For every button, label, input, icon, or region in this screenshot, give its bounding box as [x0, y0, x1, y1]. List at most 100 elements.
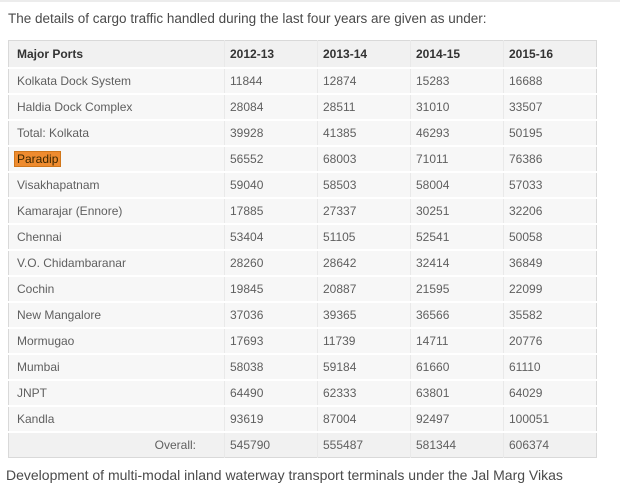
port-name-cell: V.O. Chidambaranar [8, 249, 225, 277]
traffic-value-cell: 71011 [410, 145, 504, 173]
table-row: Total: Kolkata 39928 41385 46293 50195 [8, 119, 597, 147]
traffic-value-cell: 28084 [224, 93, 318, 121]
table-row: Kandla 93619 87004 92497 100051 [8, 405, 597, 433]
port-name-cell: Paradip [8, 145, 225, 173]
traffic-value-cell: 17693 [224, 327, 318, 355]
traffic-value-cell: 59184 [317, 353, 411, 381]
traffic-value-cell: 61110 [503, 353, 597, 381]
traffic-value-cell: 53404 [224, 223, 318, 251]
traffic-value-cell: 28260 [224, 249, 318, 277]
table-row: Paradip 56552 68003 71011 76386 [8, 145, 597, 173]
table-row: JNPT 64490 62333 63801 64029 [8, 379, 597, 407]
traffic-value-cell: 87004 [317, 405, 411, 433]
traffic-value-cell: 56552 [224, 145, 318, 173]
traffic-value-cell: 41385 [317, 119, 411, 147]
overall-label-cell: Overall: [8, 431, 225, 458]
table-row: Mormugao 17693 11739 14711 20776 [8, 327, 597, 355]
table-row: New Mangalore 37036 39365 36566 35582 [8, 301, 597, 329]
traffic-value-cell: 11739 [317, 327, 411, 355]
traffic-value-cell: 32414 [410, 249, 504, 277]
overall-value-cell: 555487 [317, 431, 411, 458]
traffic-value-cell: 39365 [317, 301, 411, 329]
traffic-value-cell: 58038 [224, 353, 318, 381]
traffic-value-cell: 68003 [317, 145, 411, 173]
traffic-value-cell: 64029 [503, 379, 597, 407]
overall-value-cell: 545790 [224, 431, 318, 458]
table-row: Kamarajar (Ennore) 17885 27337 30251 32206 [8, 197, 597, 225]
traffic-value-cell: 52541 [410, 223, 504, 251]
port-name-cell: Kolkata Dock System [8, 67, 225, 95]
traffic-value-cell: 92497 [410, 405, 504, 433]
traffic-value-cell: 19845 [224, 275, 318, 303]
traffic-value-cell: 51105 [317, 223, 411, 251]
table-row: Visakhapatnam 59040 58503 58004 57033 [8, 171, 597, 199]
traffic-value-cell: 36566 [410, 301, 504, 329]
column-header-year: 2014-15 [410, 40, 504, 69]
traffic-value-cell: 15283 [410, 67, 504, 95]
traffic-value-cell: 11844 [224, 67, 318, 95]
table-row: V.O. Chidambaranar 28260 28642 32414 36849 [8, 249, 597, 277]
traffic-value-cell: 93619 [224, 405, 318, 433]
traffic-value-cell: 39928 [224, 119, 318, 147]
traffic-value-cell: 16688 [503, 67, 597, 95]
column-header-year: 2012-13 [224, 40, 318, 69]
port-name-cell: Total: Kolkata [8, 119, 225, 147]
traffic-value-cell: 46293 [410, 119, 504, 147]
traffic-value-cell: 37036 [224, 301, 318, 329]
table-row: Cochin 19845 20887 21595 22099 [8, 275, 597, 303]
traffic-value-cell: 76386 [503, 145, 597, 173]
traffic-value-cell: 50058 [503, 223, 597, 251]
search-highlight: Paradip [14, 151, 62, 167]
traffic-value-cell: 21595 [410, 275, 504, 303]
traffic-value-cell: 57033 [503, 171, 597, 199]
table-row: Haldia Dock Complex 28084 28511 31010 33507 [8, 93, 597, 121]
overall-row: Overall: 545790 555487 581344 606374 [8, 431, 597, 458]
traffic-value-cell: 50195 [503, 119, 597, 147]
port-name-cell: Chennai [8, 223, 225, 251]
port-name-cell: Mormugao [8, 327, 225, 355]
traffic-value-cell: 14711 [410, 327, 504, 355]
port-name-cell: New Mangalore [8, 301, 225, 329]
traffic-value-cell: 31010 [410, 93, 504, 121]
outro-text: Development of multi-modal inland waterw… [6, 467, 563, 483]
traffic-value-cell: 30251 [410, 197, 504, 225]
traffic-value-cell: 20887 [317, 275, 411, 303]
intro-text: The details of cargo traffic handled dur… [8, 11, 487, 26]
cargo-traffic-table: Major Ports 2012-13 2013-14 2014-15 2015-16 … [8, 40, 597, 458]
port-name-cell: Kamarajar (Ennore) [8, 197, 225, 225]
column-header-major-ports: Major Ports [8, 40, 225, 69]
traffic-value-cell: 36849 [503, 249, 597, 277]
table-row: Kolkata Dock System 11844 12874 15283 16688 [8, 67, 597, 95]
traffic-value-cell: 27337 [317, 197, 411, 225]
traffic-value-cell: 63801 [410, 379, 504, 407]
table-header-row: Major Ports 2012-13 2013-14 2014-15 2015-16 [8, 40, 597, 69]
traffic-value-cell: 62333 [317, 379, 411, 407]
column-header-year: 2015-16 [503, 40, 597, 69]
traffic-value-cell: 58503 [317, 171, 411, 199]
traffic-value-cell: 28642 [317, 249, 411, 277]
overall-value-cell: 581344 [410, 431, 504, 458]
overall-value-cell: 606374 [503, 431, 597, 458]
traffic-value-cell: 20776 [503, 327, 597, 355]
traffic-value-cell: 12874 [317, 67, 411, 95]
table-row: Mumbai 58038 59184 61660 61110 [8, 353, 597, 381]
traffic-value-cell: 59040 [224, 171, 318, 199]
port-name-cell: Cochin [8, 275, 225, 303]
traffic-value-cell: 61660 [410, 353, 504, 381]
traffic-value-cell: 100051 [503, 405, 597, 433]
traffic-value-cell: 22099 [503, 275, 597, 303]
traffic-value-cell: 17885 [224, 197, 318, 225]
top-edge-divider [0, 0, 620, 2]
column-header-year: 2013-14 [317, 40, 411, 69]
traffic-value-cell: 35582 [503, 301, 597, 329]
port-name-cell: Kandla [8, 405, 225, 433]
traffic-value-cell: 58004 [410, 171, 504, 199]
traffic-value-cell: 32206 [503, 197, 597, 225]
port-name-cell: JNPT [8, 379, 225, 407]
table-row: Chennai 53404 51105 52541 50058 [8, 223, 597, 251]
traffic-value-cell: 28511 [317, 93, 411, 121]
traffic-value-cell: 64490 [224, 379, 318, 407]
port-name-cell: Visakhapatnam [8, 171, 225, 199]
port-name-cell: Mumbai [8, 353, 225, 381]
traffic-value-cell: 33507 [503, 93, 597, 121]
